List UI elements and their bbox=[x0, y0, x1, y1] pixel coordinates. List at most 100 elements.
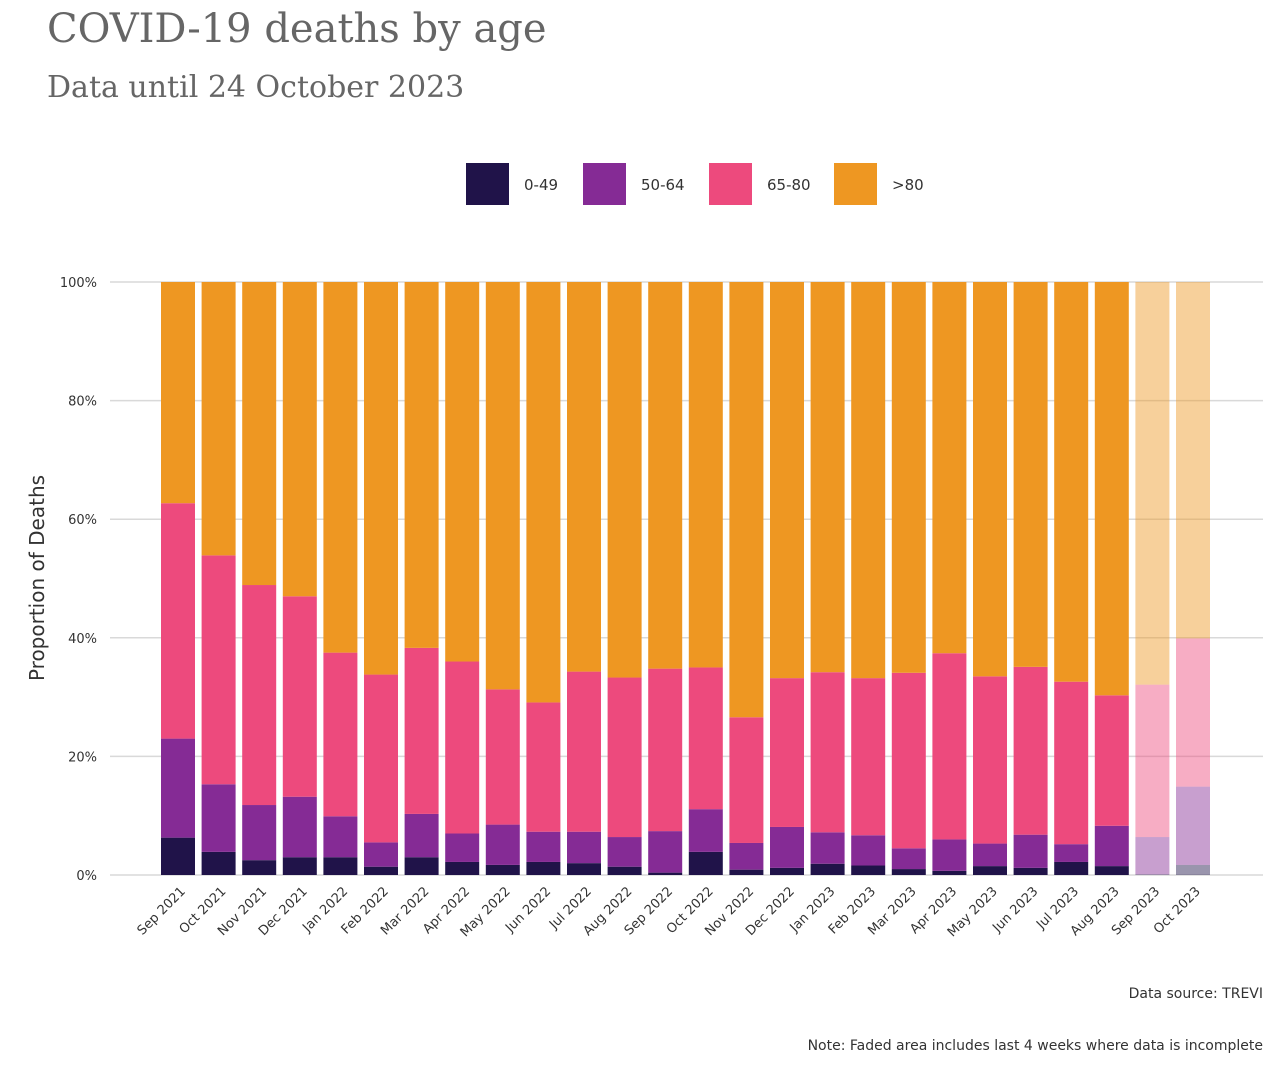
bar-segment bbox=[404, 647, 439, 814]
bar-stack bbox=[851, 282, 886, 875]
bar-segment bbox=[607, 866, 642, 875]
bar-segment bbox=[485, 824, 520, 865]
bar-segment bbox=[729, 842, 764, 870]
bar-segment bbox=[810, 863, 845, 875]
bar-segment bbox=[567, 282, 601, 672]
bar-stack bbox=[932, 282, 967, 875]
bar-stack bbox=[282, 282, 317, 875]
bar-segment bbox=[445, 833, 480, 862]
bar-segment bbox=[364, 282, 398, 675]
bar-segment bbox=[161, 738, 195, 838]
y-tick-label: 60% bbox=[68, 513, 97, 528]
bar-segment bbox=[1054, 861, 1089, 875]
bar-segment bbox=[201, 784, 236, 852]
bar-segment bbox=[1176, 638, 1210, 787]
bar-segment bbox=[567, 671, 601, 832]
bar-segment bbox=[1094, 866, 1129, 875]
bar-stack bbox=[1094, 282, 1129, 875]
bar-segment bbox=[485, 689, 520, 825]
bar-stack bbox=[445, 282, 480, 875]
bar-segment bbox=[404, 813, 439, 858]
bar-segment bbox=[1135, 282, 1170, 685]
bar-segment bbox=[567, 831, 601, 864]
bar-segment bbox=[1013, 834, 1048, 868]
bar-segment bbox=[526, 702, 561, 832]
bar-segment bbox=[891, 869, 926, 875]
bar-segment bbox=[770, 282, 804, 679]
legend-swatch bbox=[583, 163, 626, 205]
bar-stack bbox=[526, 282, 561, 875]
y-tick-label: 40% bbox=[68, 632, 97, 647]
bar-segment bbox=[851, 835, 886, 866]
legend-label: 50-64 bbox=[641, 176, 685, 194]
bar-stack bbox=[485, 282, 520, 875]
bar-segment bbox=[729, 869, 764, 875]
bar-segment bbox=[810, 672, 845, 833]
bar-segment bbox=[323, 282, 358, 653]
bar-segment bbox=[404, 857, 439, 875]
bar-segment bbox=[323, 857, 358, 875]
bar-stack bbox=[810, 282, 845, 875]
y-tick-label: 80% bbox=[68, 395, 97, 410]
legend: 0-49 50-64 65-80 >80 bbox=[466, 163, 924, 205]
bar-segment bbox=[607, 837, 642, 867]
bar-segment bbox=[973, 843, 1007, 867]
bar-segment bbox=[445, 661, 480, 834]
bar-segment bbox=[323, 652, 358, 817]
bar-stack bbox=[201, 282, 236, 875]
bar-segment bbox=[932, 653, 967, 840]
bar-segment bbox=[161, 282, 195, 504]
bars bbox=[161, 282, 1210, 875]
bar-stack bbox=[1013, 282, 1048, 875]
bar-segment bbox=[607, 677, 642, 838]
bar-segment bbox=[891, 672, 926, 849]
legend-swatch bbox=[709, 163, 752, 205]
y-axis-label: Proportion of Deaths bbox=[25, 475, 49, 681]
legend-swatch bbox=[466, 163, 509, 205]
bar-segment bbox=[648, 668, 683, 832]
bar-segment bbox=[526, 282, 561, 703]
bar-segment bbox=[932, 282, 967, 654]
bar-segment bbox=[1176, 282, 1210, 639]
bar-segment bbox=[485, 864, 520, 875]
bar-segment bbox=[1094, 282, 1129, 696]
bar-stack bbox=[973, 282, 1007, 875]
y-tick-label: 0% bbox=[76, 869, 97, 884]
bar-stack bbox=[648, 282, 683, 875]
bar-segment bbox=[1054, 681, 1089, 845]
bar-segment bbox=[770, 867, 804, 875]
bar-segment bbox=[932, 839, 967, 871]
bar-stack bbox=[404, 282, 439, 875]
bar-segment bbox=[201, 555, 236, 785]
y-tick-label: 100% bbox=[60, 276, 97, 291]
bar-segment bbox=[445, 282, 480, 662]
bar-segment bbox=[607, 282, 642, 678]
bar-segment bbox=[973, 676, 1007, 844]
bar-segment bbox=[282, 796, 317, 858]
bar-stack bbox=[891, 282, 926, 875]
bar-segment bbox=[161, 837, 195, 875]
faded-area-note: Note: Faded area includes last 4 weeks w… bbox=[808, 1038, 1263, 1054]
bar-segment bbox=[485, 282, 520, 690]
bar-stack bbox=[323, 282, 358, 875]
bar-stack bbox=[688, 282, 723, 875]
bar-segment bbox=[729, 717, 764, 843]
bar-segment bbox=[1054, 282, 1089, 682]
bar-segment bbox=[1135, 874, 1170, 875]
bar-segment bbox=[1176, 786, 1210, 865]
chart-subtitle: Data until 24 October 2023 bbox=[47, 70, 465, 105]
bar-segment bbox=[364, 866, 398, 875]
bar-stack bbox=[1176, 282, 1210, 875]
bar-stack bbox=[1054, 282, 1089, 875]
bar-segment bbox=[567, 863, 601, 875]
bar-stack bbox=[729, 282, 764, 875]
bar-segment bbox=[851, 678, 886, 836]
legend-swatch bbox=[834, 163, 877, 205]
bar-segment bbox=[851, 865, 886, 875]
bar-stack bbox=[770, 282, 804, 875]
bar-segment bbox=[1013, 666, 1048, 835]
bar-segment bbox=[242, 860, 277, 875]
bar-segment bbox=[526, 831, 561, 862]
